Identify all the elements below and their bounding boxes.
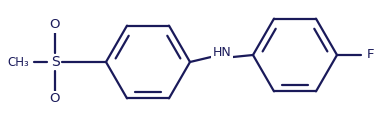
Text: S: S (51, 55, 59, 69)
Text: CH₃: CH₃ (7, 56, 29, 68)
Text: HN: HN (213, 45, 231, 58)
Text: F: F (366, 49, 374, 61)
Text: O: O (50, 19, 60, 31)
Text: O: O (50, 92, 60, 106)
